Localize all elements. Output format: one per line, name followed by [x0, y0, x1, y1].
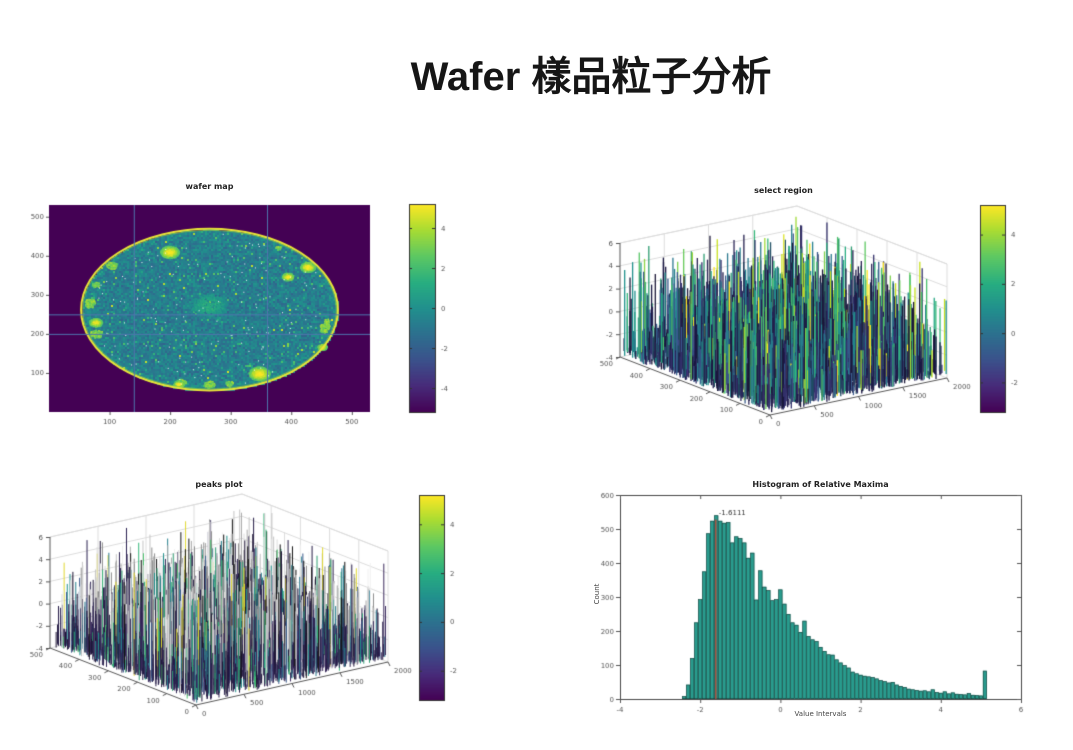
histogram-canvas — [537, 460, 1073, 750]
select-region-canvas — [537, 150, 1073, 440]
peaks-plot-title: peaks plot — [195, 480, 243, 489]
peaks-plot-canvas — [0, 460, 470, 750]
histogram-y-axis-label: Count — [593, 583, 601, 605]
histogram-x-axis-label: Value Intervals — [794, 710, 847, 718]
select-region-title: select region — [754, 186, 813, 195]
histogram-figure: Histogram of Relative Maxima Count Value… — [537, 460, 1073, 750]
page-title: Wafer 樣品粒子分析 — [410, 55, 772, 99]
peaks-plot-figure: peaks plot — [0, 460, 470, 750]
wafer-map-canvas — [0, 150, 470, 440]
histogram-title: Histogram of Relative Maxima — [752, 480, 889, 489]
select-region-figure: select region — [537, 150, 1073, 440]
wafer-map-title: wafer map — [185, 182, 234, 191]
wafer-map-figure: wafer map — [0, 150, 470, 440]
